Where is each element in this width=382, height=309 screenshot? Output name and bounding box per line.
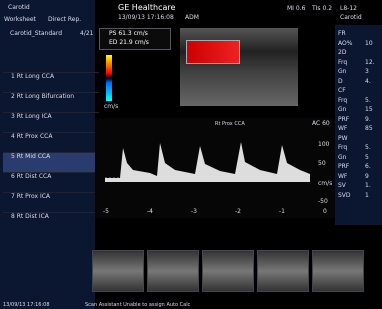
- screen: Carotid Worksheet Direct Rep. Carotid_St…: [0, 0, 382, 309]
- color-box: [186, 40, 240, 64]
- worksheet-item[interactable]: 7 Rt Prox ICA: [3, 192, 99, 212]
- param-value: 9: [365, 173, 369, 180]
- param-value: 5.: [365, 97, 371, 104]
- param-label: Frq: [338, 97, 347, 104]
- time-tick: -2: [235, 208, 241, 215]
- param-value: 6.: [365, 163, 371, 170]
- thumbnail[interactable]: [147, 250, 199, 292]
- progress: 4/21: [80, 30, 93, 37]
- param-value: 3: [365, 68, 369, 75]
- color-bar-unit: cm/s: [104, 103, 118, 110]
- tab[interactable]: Direct Rep.: [48, 16, 81, 23]
- param-value: 12.: [365, 59, 375, 66]
- doppler-label: Rt Prox CCA: [215, 121, 245, 127]
- brand: GE Healthcare: [118, 3, 175, 12]
- param-label: Frq: [338, 144, 347, 151]
- protocol: Carotid_Standard: [10, 30, 62, 37]
- param-value: 4.: [365, 78, 371, 85]
- param-value: 1.: [365, 182, 371, 189]
- worksheet-item[interactable]: 8 Rt Dist ICA: [3, 212, 99, 232]
- measurement: ED 21.9 cm/s: [109, 39, 149, 46]
- param-label: PRF: [338, 116, 349, 123]
- doppler-ac: AC 60: [312, 120, 330, 127]
- tis: TIs 0.2: [312, 5, 332, 12]
- mi: MI 0.6: [287, 5, 305, 12]
- thumbnail[interactable]: [257, 250, 309, 292]
- param-value: 1: [365, 192, 369, 199]
- doppler: [95, 118, 335, 218]
- datetime: 13/09/13 17:16:08: [118, 14, 174, 21]
- param-label: PRF: [338, 163, 349, 170]
- thumbnail[interactable]: [312, 250, 364, 292]
- param-label: SV: [338, 182, 346, 189]
- worksheet-item[interactable]: 5 Rt Mid CCA: [3, 152, 99, 172]
- param-label: AO%: [338, 40, 352, 47]
- param-value: 85: [365, 125, 373, 132]
- probe: L8-12: [340, 5, 357, 12]
- param-label: Gn: [338, 68, 346, 75]
- worksheet-item[interactable]: 3 Rt Long ICA: [3, 112, 99, 132]
- worksheet-item[interactable]: 4 Rt Prox CCA: [3, 132, 99, 152]
- param-label: 2D: [338, 49, 346, 56]
- worksheet-item[interactable]: 2 Rt Long Bifurcation: [3, 92, 99, 112]
- thumbnail[interactable]: [92, 250, 144, 292]
- param-value: 9.: [365, 116, 371, 123]
- param-label: SVD: [338, 192, 351, 199]
- app-title: Carotid: [8, 4, 30, 11]
- param-label: Frq: [338, 59, 347, 66]
- thumbnail[interactable]: [202, 250, 254, 292]
- time-tick: -3: [191, 208, 197, 215]
- param-label: Gn: [338, 106, 346, 113]
- time-tick: -1: [279, 208, 285, 215]
- tab[interactable]: Worksheet: [4, 16, 36, 23]
- scale: 50: [318, 160, 326, 167]
- param-label: WF: [338, 173, 347, 180]
- user: ADM: [185, 14, 199, 21]
- time-tick: -4: [147, 208, 153, 215]
- param-label: CF: [338, 87, 346, 94]
- color-bar: [106, 55, 112, 101]
- preset: Carotid: [340, 14, 362, 21]
- worksheet-item[interactable]: 1 Rt Long CCA: [3, 72, 99, 92]
- param-label: Gn: [338, 154, 346, 161]
- param-label: D: [338, 78, 343, 85]
- scale: -50: [318, 198, 328, 205]
- measurement: PS 61.3 cm/s: [109, 30, 148, 37]
- param-label: FR: [338, 30, 346, 37]
- param-value: 10: [365, 40, 373, 47]
- status-time: 13/09/13 17:16:08: [3, 302, 50, 308]
- param-label: WF: [338, 125, 347, 132]
- scale-unit: cm/s: [318, 180, 332, 187]
- param-label: PW: [338, 135, 348, 142]
- scale: 100: [318, 141, 329, 148]
- time-tick: 0: [323, 208, 327, 215]
- param-value: 5.: [365, 144, 371, 151]
- time-tick: -5: [103, 208, 109, 215]
- param-value: 15: [365, 106, 373, 113]
- status: Scan Assistant Unable to assign Auto Cal…: [85, 302, 190, 308]
- worksheet-item[interactable]: 6 Rt Dist CCA: [3, 172, 99, 192]
- param-value: 5: [365, 154, 369, 161]
